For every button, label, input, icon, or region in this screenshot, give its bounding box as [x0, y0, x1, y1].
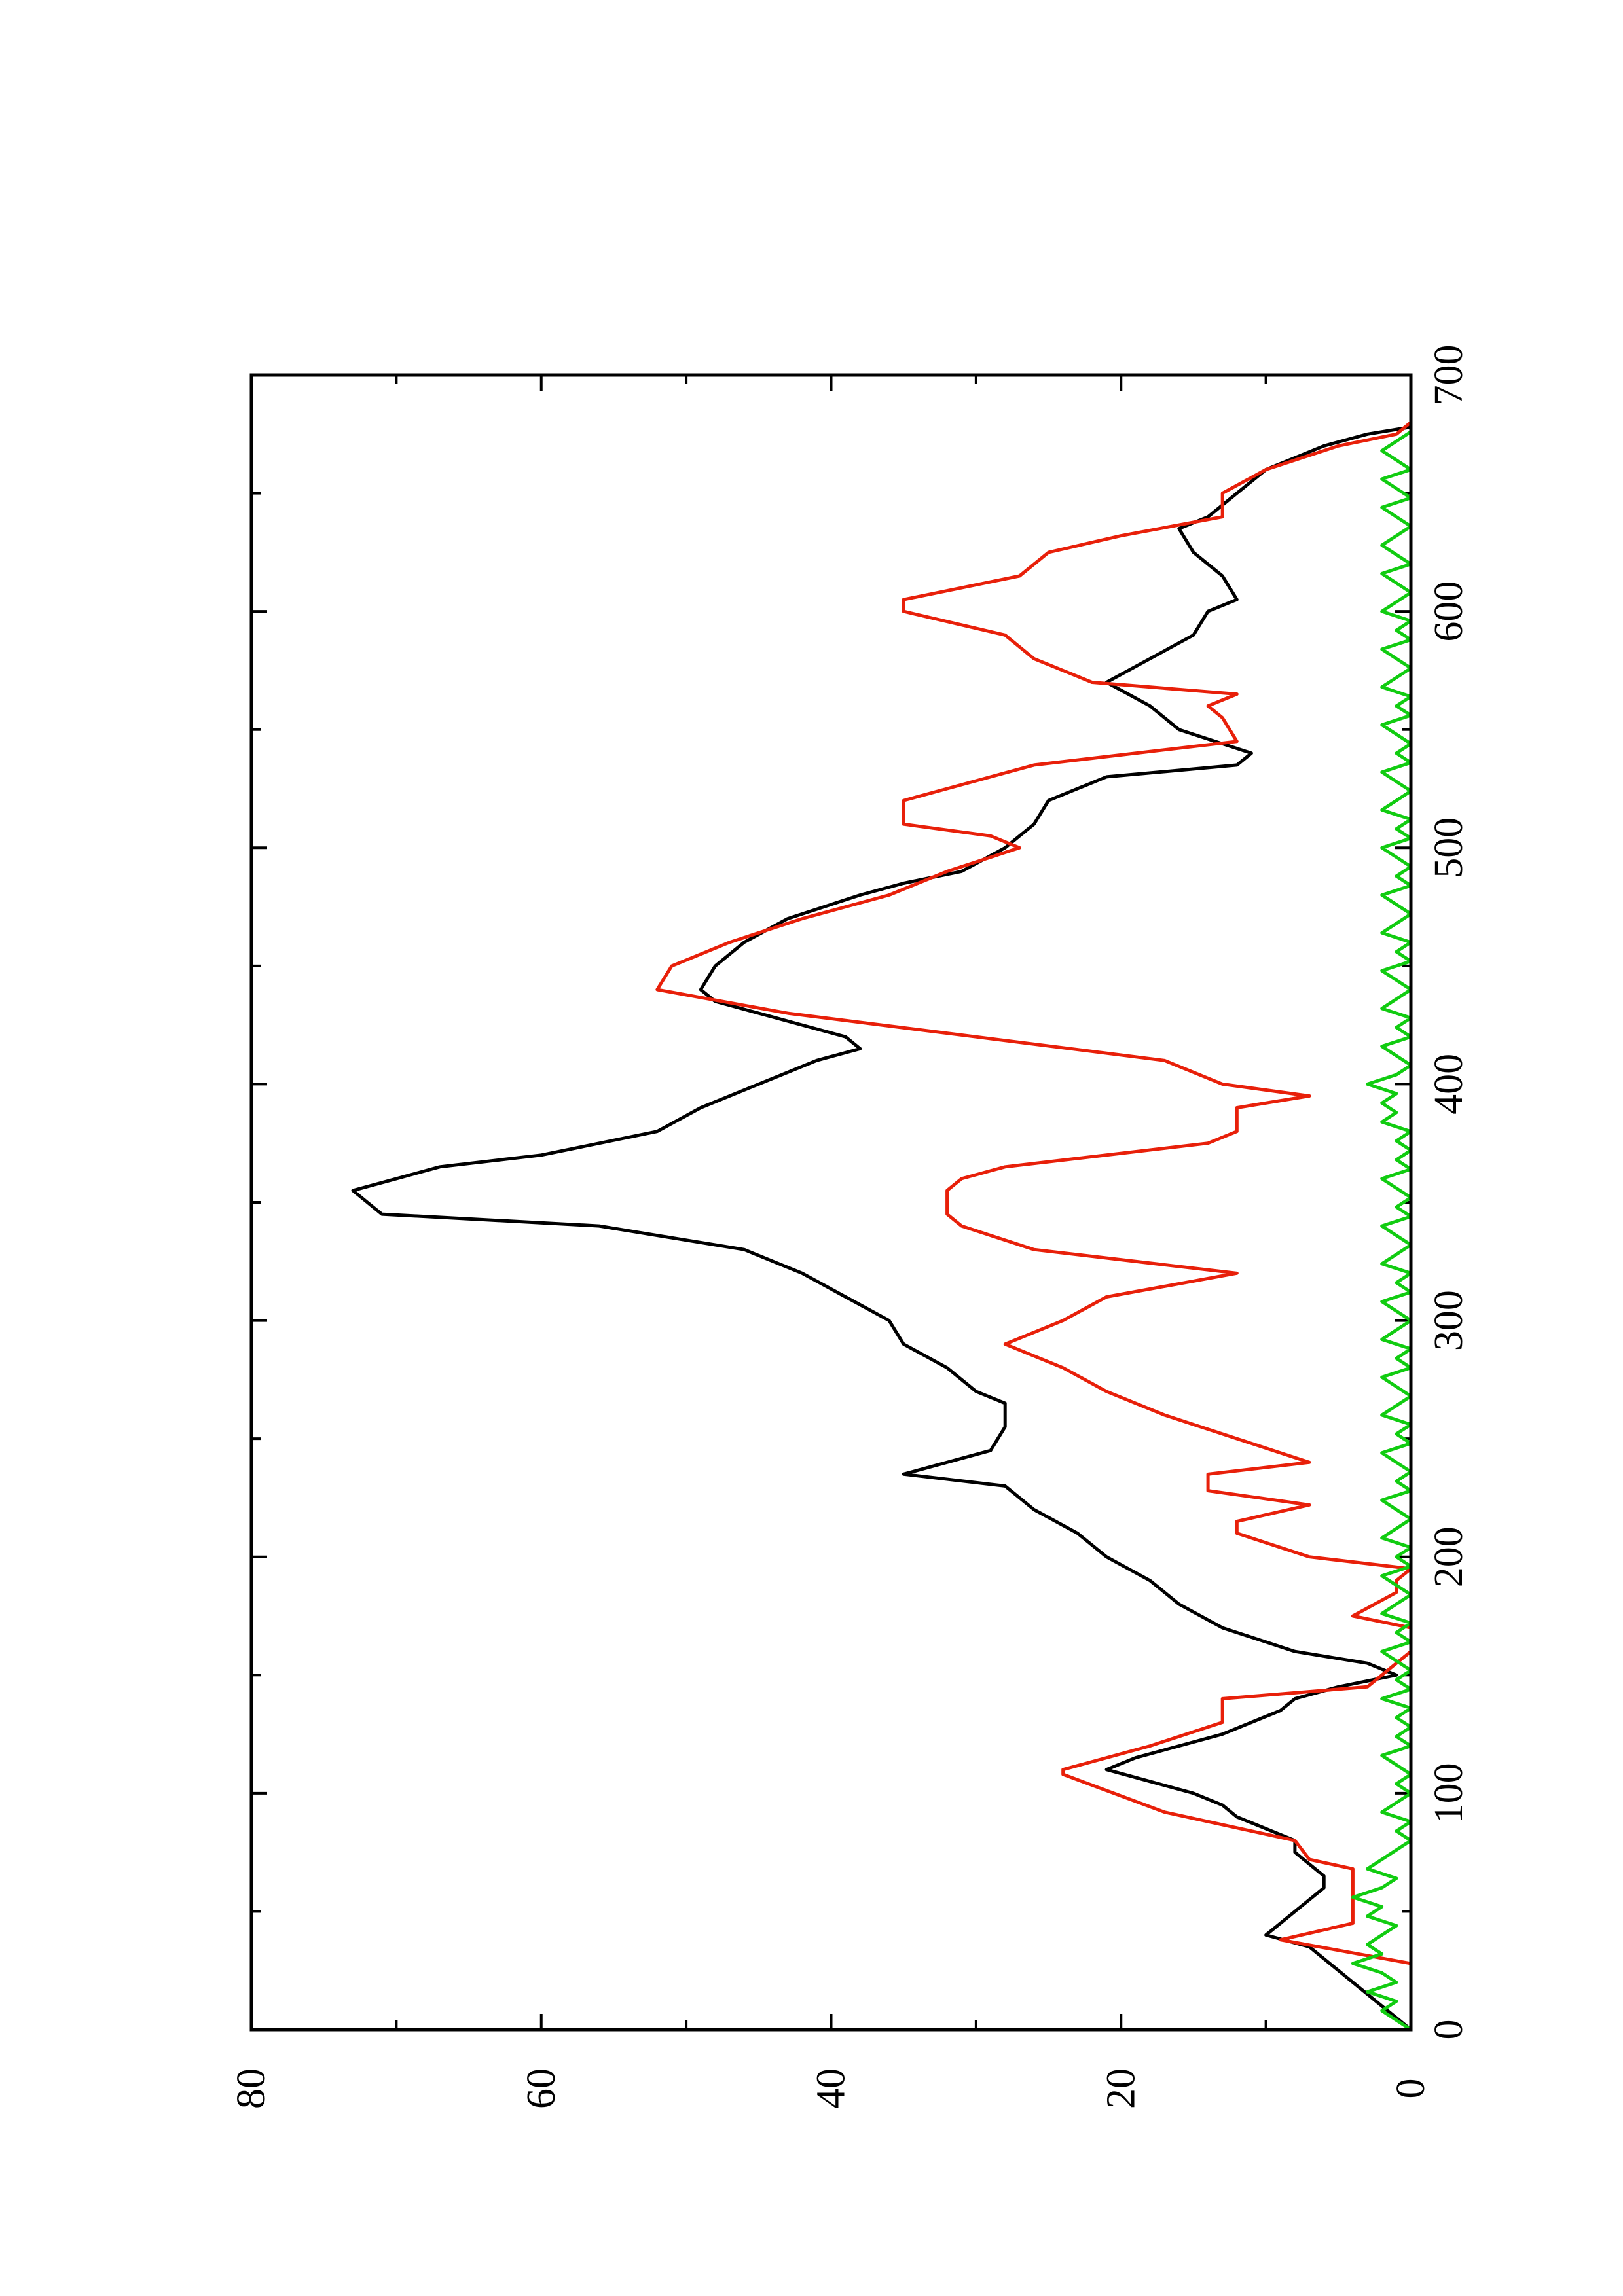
x-tick-label: 200 [1427, 1526, 1471, 1587]
x-tick-label: 0 [1427, 2020, 1471, 2040]
x-tick-label: 100 [1427, 1763, 1471, 1823]
series-line-2 [655, 420, 1413, 2032]
x-tick-label: 700 [1427, 345, 1471, 406]
y-tick-label: 40 [809, 2068, 854, 2109]
x-tick-label: 600 [1427, 581, 1471, 642]
x-tick-label: 400 [1427, 1054, 1471, 1115]
plot-frame [249, 373, 1413, 2032]
series-line-1 [351, 425, 1413, 2032]
series-layer [351, 420, 1413, 2032]
y-tick-label: 0 [1389, 2079, 1433, 2099]
y-tick-label: 60 [519, 2068, 564, 2109]
series-line-3 [1351, 430, 1413, 2032]
ticks-layer [250, 374, 1412, 2031]
x-tick-label: 300 [1427, 1290, 1471, 1351]
tick-labels-layer: 0 100 200 300 400 500 600 700 0 20 40 60 80 [229, 345, 1471, 2109]
x-tick-label: 500 [1427, 817, 1471, 878]
y-tick-label: 80 [229, 2068, 274, 2109]
y-tick-label: 20 [1099, 2068, 1143, 2109]
